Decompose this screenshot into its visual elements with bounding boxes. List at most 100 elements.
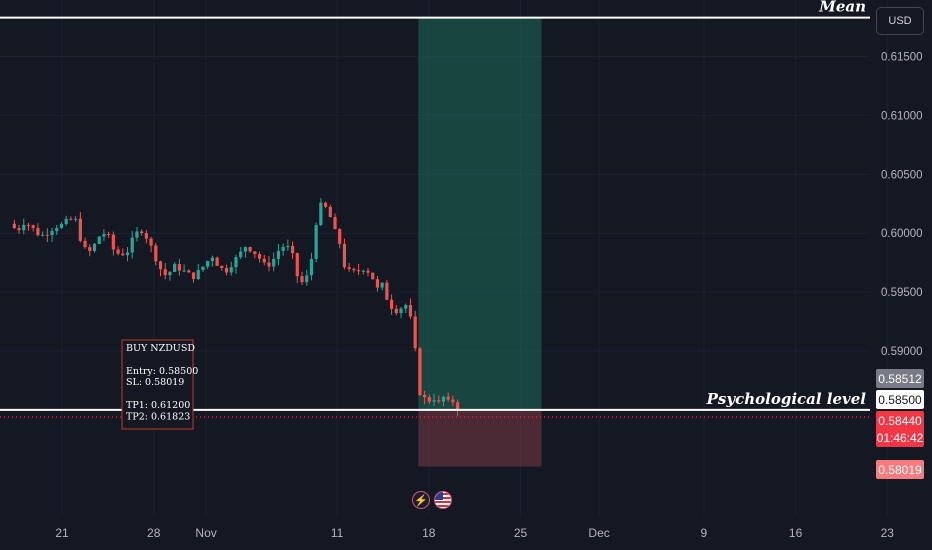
candle-body: [163, 269, 167, 276]
time-tick-label: 9: [701, 526, 708, 540]
candle-body: [31, 225, 35, 228]
candle-body: [220, 265, 224, 268]
candle-body: [88, 247, 92, 252]
candle-body: [135, 231, 139, 238]
candle-body: [333, 217, 337, 230]
countdown-label: 01:46:42: [877, 431, 924, 445]
candle-body: [356, 270, 361, 272]
candle-body: [375, 279, 380, 288]
candle-body: [234, 257, 238, 268]
candle-body: [125, 252, 130, 256]
candle-body: [366, 270, 370, 273]
candle-body: [107, 234, 111, 236]
candle-body: [437, 400, 441, 402]
candle-body: [385, 282, 389, 300]
candle-body: [352, 268, 356, 271]
candle-body: [224, 267, 229, 273]
candle-body: [243, 247, 247, 252]
candle-body: [338, 229, 342, 244]
time-tick-label: Nov: [195, 526, 216, 540]
candle-body: [173, 264, 177, 272]
candle-body: [389, 299, 394, 309]
candle-body: [41, 234, 45, 236]
currency-button[interactable]: USD: [876, 7, 924, 35]
candle-body: [158, 261, 163, 270]
trade-box-line: Entry: 0.58500: [126, 366, 198, 377]
trade-box-line: BUY NZDUSD: [126, 343, 195, 354]
candle-body: [276, 250, 281, 259]
candle-body: [130, 237, 134, 253]
lightning-icon[interactable]: ⚡: [412, 491, 430, 509]
time-tick-label: 11: [331, 526, 344, 540]
candle-body: [78, 218, 82, 241]
trade-box-line: SL: 0.58019: [126, 377, 184, 388]
candle-body: [295, 253, 299, 277]
candle-body: [418, 348, 422, 396]
candle-body: [446, 396, 450, 400]
candle-body: [92, 243, 97, 252]
candle-body: [272, 258, 276, 267]
candle-body: [210, 257, 214, 262]
candle-body: [441, 396, 446, 402]
candle-body: [144, 233, 148, 239]
candle-body: [215, 257, 219, 266]
profit-zone[interactable]: [418, 17, 542, 410]
candle-body: [371, 272, 375, 280]
candle-body: [64, 218, 68, 224]
candle-body: [394, 308, 398, 314]
candle-body: [154, 245, 158, 262]
us-flag-icon[interactable]: [434, 491, 452, 509]
candle-body: [97, 236, 101, 244]
candle-body: [248, 247, 252, 252]
loss-zone[interactable]: [418, 409, 542, 467]
price-tick-label: 0.61500: [881, 52, 923, 64]
candle-body: [191, 272, 196, 280]
candle-body: [342, 243, 347, 268]
candle-series: [12, 198, 460, 416]
trade-box-line: TP2: 0.61823: [126, 411, 190, 422]
candle-body: [309, 258, 314, 276]
candle-body: [451, 399, 455, 403]
candle-body: [206, 261, 210, 267]
price-axis[interactable]: 0.61500 0.61000 0.60500 0.60000 0.59500 0.590…: [881, 52, 923, 358]
price-tag-label: 0.58440: [878, 414, 922, 428]
candle-body: [36, 227, 40, 236]
candle-body: [26, 224, 31, 226]
line-annotations: Mean Psychological level: [706, 0, 867, 408]
candle-body: [319, 202, 323, 226]
candle-body: [22, 224, 26, 231]
time-tick-label: 18: [422, 526, 436, 540]
candle-body: [423, 395, 427, 398]
flag-glyph: [435, 492, 451, 508]
candle-body: [257, 254, 262, 259]
time-axis[interactable]: 21 28 Nov 11 18 25 Dec 9 16 23: [55, 526, 894, 540]
price-tag-bg: [876, 390, 924, 409]
price-tag-label: 0.58500: [878, 393, 922, 407]
candle-body: [116, 249, 120, 254]
candle-body: [50, 231, 54, 236]
long-position-tool[interactable]: [418, 17, 542, 467]
candle-body: [229, 267, 233, 273]
candle-body: [69, 218, 73, 220]
candle-body: [399, 308, 403, 314]
candle-body: [12, 223, 16, 229]
candle-body: [262, 258, 266, 263]
candle-body: [328, 206, 332, 218]
candle-body: [140, 231, 144, 234]
price-tag-label: 0.58512: [878, 372, 922, 386]
candle-body: [432, 400, 436, 402]
candle-body: [239, 251, 243, 258]
candle-body: [286, 245, 290, 247]
candle-body: [253, 251, 257, 255]
candle-body: [323, 202, 328, 207]
time-tick-label: 16: [789, 526, 803, 540]
candle-body: [281, 246, 285, 251]
candle-body: [380, 282, 384, 288]
candle-body: [187, 270, 191, 273]
price-tags: 0.58512 0.58500 0.58440 01:46:42 0.58019: [876, 369, 924, 479]
price-tick-label: 0.60500: [881, 169, 923, 181]
price-tick-label: 0.61000: [881, 110, 923, 122]
candle-body: [290, 245, 295, 254]
